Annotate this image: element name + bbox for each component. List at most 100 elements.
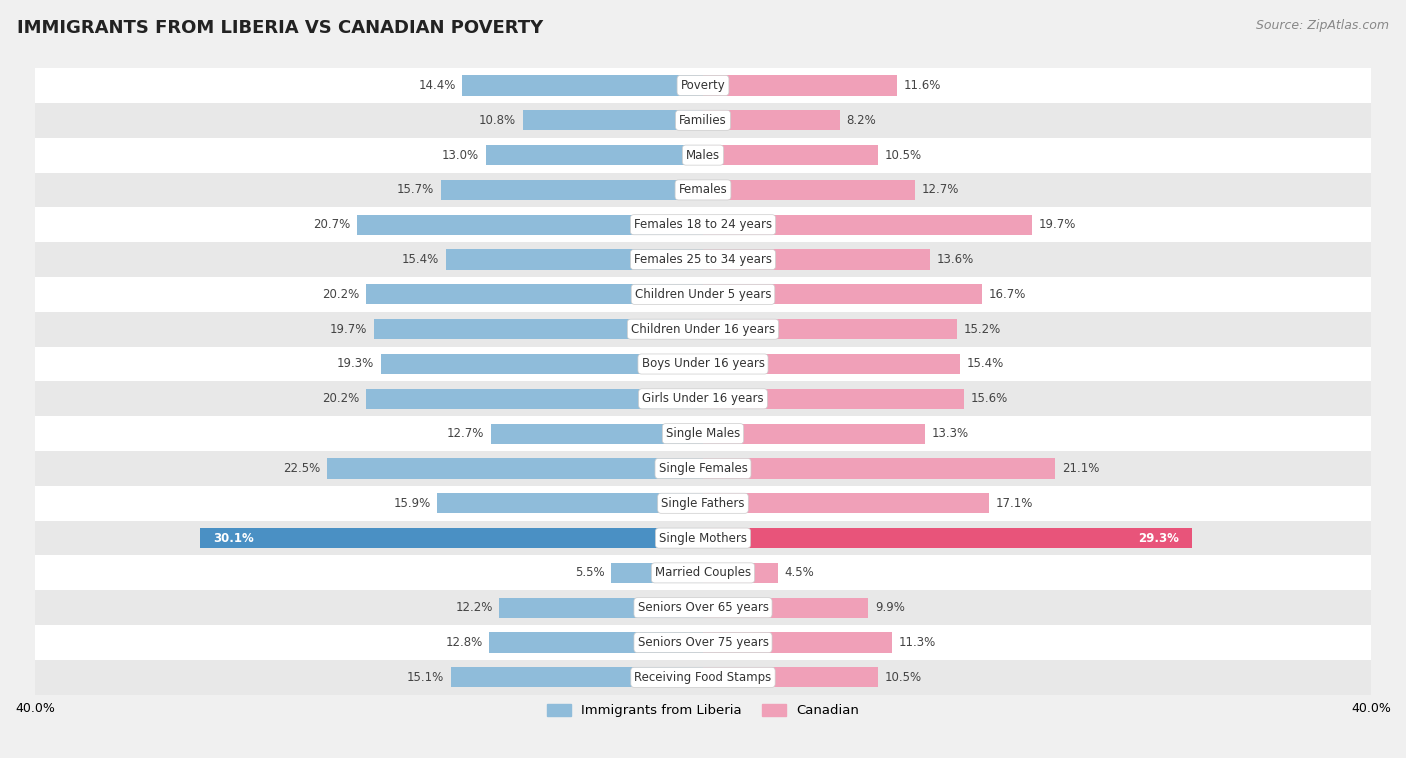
Text: IMMIGRANTS FROM LIBERIA VS CANADIAN POVERTY: IMMIGRANTS FROM LIBERIA VS CANADIAN POVE…: [17, 19, 543, 37]
Bar: [703, 632, 891, 653]
Text: Families: Families: [679, 114, 727, 127]
Bar: [381, 354, 703, 374]
Text: 13.3%: 13.3%: [932, 427, 969, 440]
Bar: [35, 590, 1371, 625]
Bar: [703, 284, 981, 305]
Text: Females 18 to 24 years: Females 18 to 24 years: [634, 218, 772, 231]
Legend: Immigrants from Liberia, Canadian: Immigrants from Liberia, Canadian: [541, 699, 865, 722]
Bar: [463, 75, 703, 96]
Text: Single Females: Single Females: [658, 462, 748, 475]
Text: 15.4%: 15.4%: [967, 358, 1004, 371]
Bar: [437, 493, 703, 513]
Text: Males: Males: [686, 149, 720, 161]
Text: Single Fathers: Single Fathers: [661, 496, 745, 510]
Text: 22.5%: 22.5%: [283, 462, 321, 475]
Text: Females: Females: [679, 183, 727, 196]
Text: 20.2%: 20.2%: [322, 393, 359, 406]
Bar: [703, 459, 1056, 478]
Text: 13.6%: 13.6%: [936, 253, 974, 266]
Text: Seniors Over 65 years: Seniors Over 65 years: [637, 601, 769, 614]
Text: Source: ZipAtlas.com: Source: ZipAtlas.com: [1256, 19, 1389, 32]
Bar: [35, 346, 1371, 381]
Bar: [366, 389, 703, 409]
Text: 11.6%: 11.6%: [904, 79, 941, 92]
Text: 16.7%: 16.7%: [988, 288, 1026, 301]
Bar: [35, 103, 1371, 138]
Bar: [35, 521, 1371, 556]
Bar: [35, 68, 1371, 103]
Bar: [703, 215, 1032, 235]
Text: Children Under 16 years: Children Under 16 years: [631, 323, 775, 336]
Text: 10.8%: 10.8%: [479, 114, 516, 127]
Text: 29.3%: 29.3%: [1137, 531, 1180, 544]
Text: 12.7%: 12.7%: [922, 183, 959, 196]
Bar: [499, 597, 703, 618]
Bar: [703, 354, 960, 374]
Bar: [451, 667, 703, 688]
Text: 19.7%: 19.7%: [1039, 218, 1076, 231]
Text: 15.9%: 15.9%: [394, 496, 430, 510]
Bar: [35, 138, 1371, 173]
Text: Poverty: Poverty: [681, 79, 725, 92]
Bar: [703, 562, 778, 583]
Text: 21.1%: 21.1%: [1062, 462, 1099, 475]
Text: 19.7%: 19.7%: [330, 323, 367, 336]
Text: Children Under 5 years: Children Under 5 years: [634, 288, 772, 301]
Text: Seniors Over 75 years: Seniors Over 75 years: [637, 636, 769, 649]
Text: 15.2%: 15.2%: [963, 323, 1001, 336]
Text: Single Males: Single Males: [666, 427, 740, 440]
Bar: [703, 389, 963, 409]
Text: 13.0%: 13.0%: [441, 149, 479, 161]
Bar: [35, 660, 1371, 695]
Bar: [35, 451, 1371, 486]
Bar: [703, 667, 879, 688]
Text: 4.5%: 4.5%: [785, 566, 814, 579]
Text: 14.4%: 14.4%: [419, 79, 456, 92]
Bar: [35, 208, 1371, 242]
Text: 15.4%: 15.4%: [402, 253, 439, 266]
Text: 20.7%: 20.7%: [314, 218, 350, 231]
Bar: [374, 319, 703, 340]
Bar: [703, 597, 869, 618]
Text: Females 25 to 34 years: Females 25 to 34 years: [634, 253, 772, 266]
Text: 12.2%: 12.2%: [456, 601, 492, 614]
Bar: [35, 242, 1371, 277]
Bar: [703, 110, 839, 130]
Text: 9.9%: 9.9%: [875, 601, 905, 614]
Bar: [35, 486, 1371, 521]
Text: 15.1%: 15.1%: [406, 671, 444, 684]
Text: 12.7%: 12.7%: [447, 427, 484, 440]
Text: Receiving Food Stamps: Receiving Food Stamps: [634, 671, 772, 684]
Bar: [491, 424, 703, 443]
Bar: [703, 528, 1192, 548]
Bar: [703, 319, 957, 340]
Bar: [489, 632, 703, 653]
Bar: [35, 416, 1371, 451]
Text: 10.5%: 10.5%: [884, 149, 922, 161]
Text: Married Couples: Married Couples: [655, 566, 751, 579]
Text: 15.6%: 15.6%: [970, 393, 1008, 406]
Bar: [703, 75, 897, 96]
Bar: [35, 277, 1371, 312]
Text: 8.2%: 8.2%: [846, 114, 876, 127]
Bar: [328, 459, 703, 478]
Bar: [612, 562, 703, 583]
Text: 5.5%: 5.5%: [575, 566, 605, 579]
Text: Single Mothers: Single Mothers: [659, 531, 747, 544]
Bar: [441, 180, 703, 200]
Bar: [523, 110, 703, 130]
Text: Girls Under 16 years: Girls Under 16 years: [643, 393, 763, 406]
Text: 11.3%: 11.3%: [898, 636, 935, 649]
Bar: [357, 215, 703, 235]
Bar: [35, 173, 1371, 208]
Text: 20.2%: 20.2%: [322, 288, 359, 301]
Bar: [446, 249, 703, 270]
Bar: [35, 312, 1371, 346]
Text: 10.5%: 10.5%: [884, 671, 922, 684]
Bar: [703, 249, 931, 270]
Text: Boys Under 16 years: Boys Under 16 years: [641, 358, 765, 371]
Bar: [703, 493, 988, 513]
Text: 19.3%: 19.3%: [336, 358, 374, 371]
Bar: [200, 528, 703, 548]
Bar: [366, 284, 703, 305]
